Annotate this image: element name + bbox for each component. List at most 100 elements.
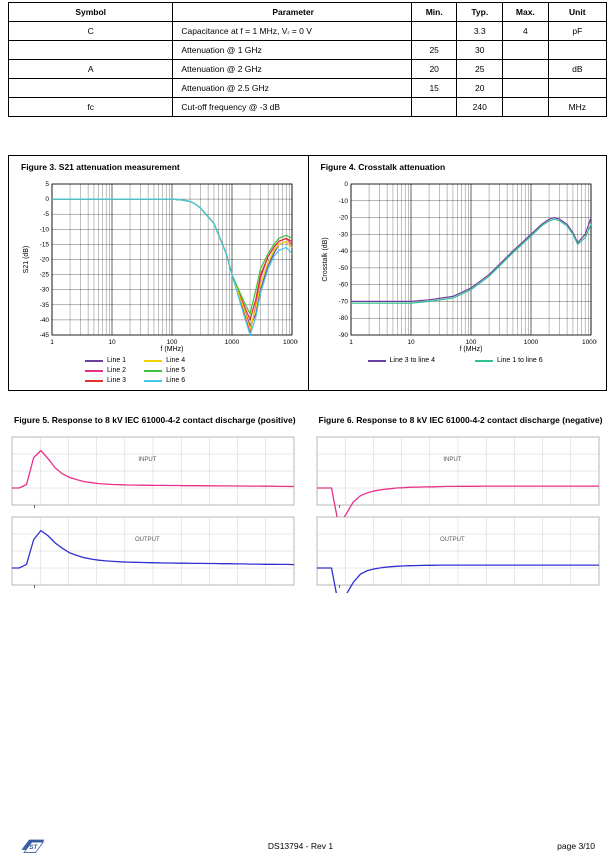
scope-left-panel: Figure 5. Response to 8 kV IEC 61000-4-2… [8,415,303,595]
cell [548,41,606,60]
svg-text:f (MHz): f (MHz) [460,346,483,353]
th-typ: Typ. [457,3,503,22]
svg-text:-30: -30 [40,287,50,294]
cell: Capacitance at f = 1 MHz, Vᵣ = 0 V [173,22,412,41]
svg-text:-15: -15 [40,241,50,248]
cell: 30 [457,41,503,60]
svg-text:-35: -35 [40,302,50,309]
doc-id: DS13794 - Rev 1 [46,841,555,851]
cell: 4 [503,22,549,41]
legend-item: Line 2 [85,367,126,374]
cell: dB [548,60,606,79]
svg-text:1000: 1000 [225,339,240,346]
table-row: Attenuation @ 1 GHz 25 30 [9,41,607,60]
svg-text:-10: -10 [339,198,349,205]
cell: Attenuation @ 2.5 GHz [173,79,412,98]
legend-item: Line 1 [85,357,126,364]
cell: 20 [457,79,503,98]
scope-right-chart: INPUTOUTPUT [313,433,603,593]
svg-text:1000: 1000 [524,339,539,346]
legend-item: Line 3 [85,377,126,384]
st-logo-icon: ST [20,837,46,855]
svg-text:-25: -25 [40,272,50,279]
table-header-row: Symbol Parameter Min. Typ. Max. Unit [9,3,607,22]
cell: 20 [411,60,457,79]
cell: Attenuation @ 2 GHz [173,60,412,79]
svg-text:f (MHz): f (MHz) [161,346,184,353]
cell [503,98,549,117]
svg-text:-60: -60 [339,282,349,289]
svg-text:-20: -20 [40,257,50,264]
legend-item: Line 1 to line 6 [475,357,543,364]
cell: 3.3 [457,22,503,41]
svg-text:INPUT: INPUT [443,457,461,463]
svg-text:10000: 10000 [582,339,597,346]
cell: C [9,22,173,41]
cell: 15 [411,79,457,98]
legend-label: Line 1 to line 6 [497,357,543,364]
legend-item: Line 4 [144,357,185,364]
scope-left-chart: INPUTOUTPUT [8,433,298,593]
cell: Cut-off frequency @ -3 dB [173,98,412,117]
legend-label: Line 5 [166,367,185,374]
svg-text:10: 10 [109,339,117,346]
s21-chart: -45-40-35-30-25-20-15-10-505110100100010… [18,178,298,353]
legend-label: Line 4 [166,357,185,364]
cell [503,41,549,60]
svg-text:-20: -20 [339,215,349,222]
svg-text:0: 0 [46,196,50,203]
xtalk-chart: -90-80-70-60-50-40-30-20-100110100100010… [317,178,597,353]
legend-item: Line 5 [144,367,185,374]
electrical-char-table: Symbol Parameter Min. Typ. Max. Unit C C… [8,2,607,117]
svg-text:0: 0 [345,181,349,188]
s21-legend: Line 1 Line 2 Line 3 Line 4 Line 5 Line … [85,357,304,384]
th-unit: Unit [548,3,606,22]
svg-text:-45: -45 [40,332,50,339]
svg-text:S21 (dB): S21 (dB) [23,246,30,274]
svg-text:INPUT: INPUT [138,457,156,463]
cell [411,98,457,117]
svg-text:-5: -5 [43,211,49,218]
scope-row: Figure 5. Response to 8 kV IEC 61000-4-2… [8,415,607,595]
scope-right-panel: Figure 6. Response to 8 kV IEC 61000-4-2… [313,415,608,595]
svg-text:10: 10 [408,339,416,346]
scope-right-title: Figure 6. Response to 8 kV IEC 61000-4-2… [319,415,608,425]
cell: MHz [548,98,606,117]
charts-row: Figure 3. S21 attenuation measurement -4… [8,155,607,391]
legend-label: Line 3 to line 4 [390,357,436,364]
scope-left-title: Figure 5. Response to 8 kV IEC 61000-4-2… [14,415,303,425]
cell [9,79,173,98]
svg-text:1: 1 [50,339,54,346]
legend-item: Line 6 [144,377,185,384]
th-max: Max. [503,3,549,22]
cell [503,60,549,79]
legend-label: Line 2 [107,367,126,374]
cell: 25 [411,41,457,60]
svg-text:Crosstalk (dB): Crosstalk (dB) [322,237,329,281]
cell [548,79,606,98]
cell: 240 [457,98,503,117]
th-param: Parameter [173,3,412,22]
xtalk-legend: Line 3 to line 4 Line 1 to line 6 [368,357,603,364]
legend-label: Line 1 [107,357,126,364]
svg-text:-80: -80 [339,315,349,322]
cell: A [9,60,173,79]
cell: Attenuation @ 1 GHz [173,41,412,60]
cell [411,22,457,41]
svg-text:ST: ST [29,844,38,851]
svg-text:1: 1 [349,339,353,346]
page-num: page 3/10 [555,841,595,851]
s21-title: Figure 3. S21 attenuation measurement [21,162,304,172]
svg-text:-90: -90 [339,332,349,339]
svg-text:100: 100 [466,339,477,346]
page-footer: ST DS13794 - Rev 1 page 3/10 [0,837,615,855]
cell [9,41,173,60]
svg-text:-50: -50 [339,265,349,272]
cell: fᴄ [9,98,173,117]
table-row: Attenuation @ 2.5 GHz 15 20 [9,79,607,98]
svg-text:5: 5 [46,181,50,188]
cell: 25 [457,60,503,79]
svg-text:10000: 10000 [283,339,298,346]
table-row: A Attenuation @ 2 GHz 20 25 dB [9,60,607,79]
cell: pF [548,22,606,41]
